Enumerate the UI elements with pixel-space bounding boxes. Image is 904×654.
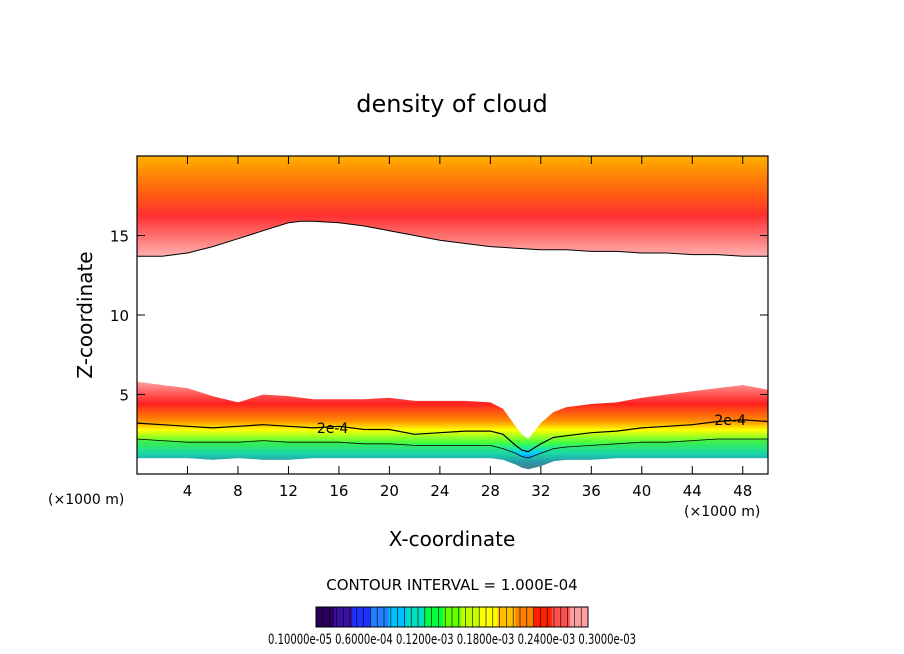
colorbar-frame [315,606,589,628]
colorbar-swatch [370,607,390,627]
x-tick-label: 16 [329,482,348,500]
upper-layer-contour [137,220,768,257]
x-axis: 4 8 12 16 20 24 28 32 36 40 44 48 [183,156,752,500]
x-axis-label: X-coordinate [389,527,516,551]
x-tick-label: 32 [531,482,550,500]
colorbar-swatch [479,607,498,627]
colorbar-swatch [406,607,426,627]
x-tick-label: 48 [733,482,752,500]
y-axis: 5 10 15 [110,228,768,405]
x-unit-left: (×1000 m) [48,492,124,508]
x-tick-label: 20 [380,482,399,500]
colorbar-swatch [316,607,335,627]
colorbar-swatch [515,607,535,627]
contour-lower [137,438,768,459]
x-tick-label: 8 [233,482,243,500]
x-tick-label: 40 [632,482,651,500]
y-tick-label: 10 [110,307,129,325]
x-tick-label: 36 [582,482,601,500]
chart-title: density of cloud [356,90,547,118]
x-unit-right: (×1000 m) [684,504,760,520]
y-axis-label: Z-coordinate [73,251,97,378]
colorbar-swatch [424,607,444,627]
x-tick-label: 12 [279,482,298,500]
contour-label: 2e-4 [714,413,746,429]
contour-interval: CONTOUR INTERVAL = 1.000E-04 [326,576,577,594]
x-tick-label: 28 [481,482,500,500]
colorbar-swatch [352,607,371,627]
x-tick-label: 4 [183,482,193,500]
colorbar [315,607,589,627]
plot-area: 2e-4 2e-4 [137,156,768,470]
x-tick-label: 24 [430,482,449,500]
contour-label: 2e-4 [317,421,349,437]
upper-cloud-layer [137,156,768,257]
y-tick-label: 5 [119,387,129,405]
colorbar-labels: 0.10000e-05 0.6000e-04 0.1200e-03 0.1800… [268,632,636,648]
colorbar-swatch [533,607,553,627]
green-band [137,439,768,470]
contour-2e-4 [137,419,768,453]
colorbar-swatch [461,607,480,627]
x-tick-label: 44 [683,482,702,500]
y-tick-label: 15 [110,228,129,246]
colorbar-swatch [569,607,589,627]
